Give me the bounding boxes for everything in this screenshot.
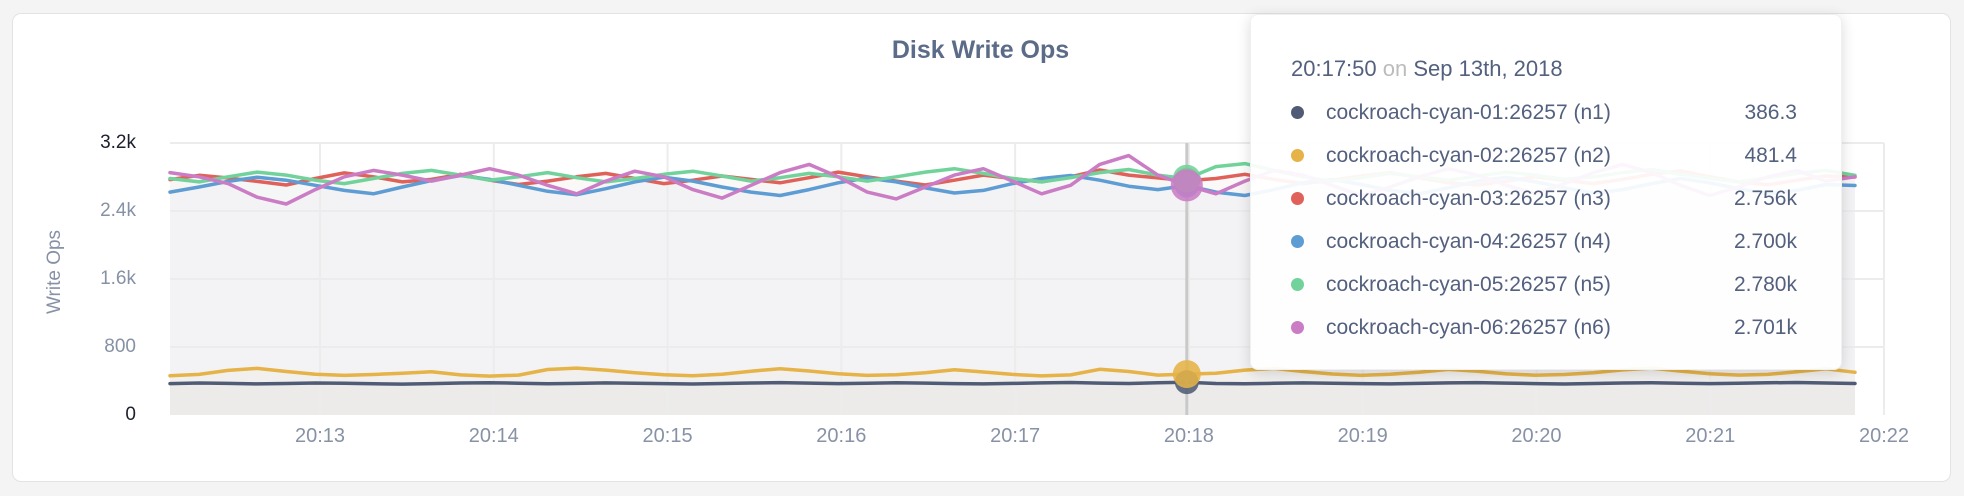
x-tick-label: 20:15 xyxy=(642,425,693,447)
tooltip-conjunction: on xyxy=(1382,56,1408,81)
series-line-n2 xyxy=(168,366,1857,378)
series-value: 2.756k xyxy=(1733,186,1797,210)
tooltip-series-row: cockroach-cyan-02:26257 (n2) 481.4 xyxy=(1291,134,1797,177)
series-label: cockroach-cyan-05:26257 (n5) xyxy=(1326,272,1611,296)
tooltip-series-row: cockroach-cyan-03:26257 (n3) 2.756k xyxy=(1291,177,1797,220)
y-tick-label: 800 xyxy=(104,336,136,357)
series-color-dot-icon xyxy=(1291,192,1304,205)
series-label: cockroach-cyan-02:26257 (n2) xyxy=(1326,143,1611,167)
series-label: cockroach-cyan-04:26257 (n4) xyxy=(1326,229,1611,253)
series-value: 2.701k xyxy=(1733,315,1797,339)
series-line-n1 xyxy=(168,380,1857,386)
series-label: cockroach-cyan-01:26257 (n1) xyxy=(1326,100,1611,124)
y-tick-label: 1.6k xyxy=(100,268,136,289)
tooltip-series-row: cockroach-cyan-05:26257 (n5) 2.780k xyxy=(1291,263,1797,306)
series-value: 2.700k xyxy=(1733,229,1797,253)
hover-marker-n6 xyxy=(1170,169,1203,202)
x-tick-label: 20:22 xyxy=(1858,425,1910,447)
series-color-dot-icon xyxy=(1291,321,1304,334)
series-value: 481.4 xyxy=(1744,143,1797,167)
hover-tooltip: 20:17:50 on Sep 13th, 2018 cockroach-cya… xyxy=(1250,14,1842,370)
series-label: cockroach-cyan-06:26257 (n6) xyxy=(1326,315,1611,339)
series-label: cockroach-cyan-03:26257 (n3) xyxy=(1326,186,1611,210)
x-tick-label: 20:18 xyxy=(1163,425,1214,447)
series-color-dot-icon xyxy=(1291,106,1304,119)
tooltip-date: Sep 13th, 2018 xyxy=(1413,56,1563,81)
x-tick-label: 20:20 xyxy=(1511,425,1562,447)
x-tick-label: 20:16 xyxy=(816,425,867,447)
series-value: 2.780k xyxy=(1733,272,1797,296)
series-color-dot-icon xyxy=(1291,278,1304,291)
tooltip-series-row: cockroach-cyan-06:26257 (n6) 2.701k xyxy=(1291,306,1797,349)
series-color-dot-icon xyxy=(1291,149,1304,162)
x-tick-label: 20:17 xyxy=(990,425,1041,447)
series-color-dot-icon xyxy=(1291,235,1304,248)
chart-title: Disk Write Ops xyxy=(891,36,1070,64)
y-tick-label: 0 xyxy=(125,404,136,425)
tooltip-time: 20:17:50 xyxy=(1291,56,1377,81)
hover-marker-n2 xyxy=(1172,360,1201,389)
y-tick-label: 3.2k xyxy=(100,132,136,153)
y-tick-label: 2.4k xyxy=(100,200,136,221)
x-tick-label: 20:13 xyxy=(294,425,346,447)
tooltip-series-row: cockroach-cyan-04:26257 (n4) 2.700k xyxy=(1291,220,1797,263)
tooltip-header: 20:17:50 on Sep 13th, 2018 xyxy=(1291,55,1797,83)
series-value: 386.3 xyxy=(1744,100,1797,124)
x-tick-label: 20:21 xyxy=(1685,425,1736,447)
tooltip-series-row: cockroach-cyan-01:26257 (n1) 386.3 xyxy=(1291,91,1797,134)
x-tick-label: 20:19 xyxy=(1337,425,1388,447)
x-tick-label: 20:14 xyxy=(468,425,519,447)
